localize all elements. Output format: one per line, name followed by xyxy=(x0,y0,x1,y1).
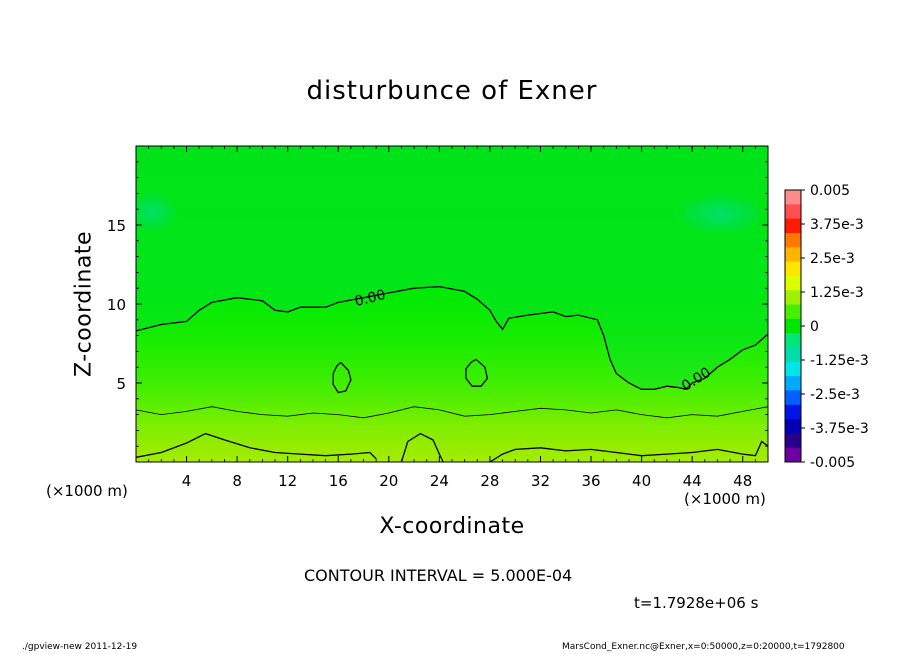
contour-line xyxy=(489,440,768,462)
colorbar-band xyxy=(785,376,801,391)
colorbar-band xyxy=(785,247,801,262)
x-tick-label: 28 xyxy=(480,472,499,490)
x-tick-label: 4 xyxy=(182,472,192,490)
x-tick-label: 44 xyxy=(683,472,702,490)
colorbar-label: -1.25e-3 xyxy=(810,353,869,369)
x-tick-label: 48 xyxy=(733,472,752,490)
x-tick-label: 16 xyxy=(329,472,348,490)
colorbar-label: -0.005 xyxy=(810,455,855,471)
colorbar-label: -2.5e-3 xyxy=(810,387,860,403)
contour-line xyxy=(136,285,768,391)
colorbar-label: 1.25e-3 xyxy=(810,285,864,301)
colorbar-band xyxy=(785,333,801,348)
contour-line xyxy=(136,406,768,419)
colorbar-band xyxy=(785,232,801,248)
x-tick-label: 32 xyxy=(531,472,550,490)
x-unit-label-left: (×1000 m) xyxy=(46,482,128,500)
colorbar-band xyxy=(785,275,801,291)
x-axis-label: X-coordinate xyxy=(379,514,525,539)
colorbar-band xyxy=(785,433,801,449)
contour-line xyxy=(465,358,489,387)
contour-label: 0.00 xyxy=(353,287,387,310)
x-tick-label: 40 xyxy=(632,472,651,490)
colorbar-band xyxy=(785,190,801,205)
colorbar: 0.005 3.75e-3 2.5e-3 1.25e-3 0 -1.25e-3 -2.5e-… xyxy=(784,183,869,471)
colorbar-band xyxy=(785,419,801,434)
colorbar-band xyxy=(785,390,801,406)
field-blob-right xyxy=(668,188,768,240)
colorbar-label: 0 xyxy=(810,319,819,335)
colorbar-band xyxy=(785,304,801,320)
x-tick-label: 20 xyxy=(379,472,398,490)
x-unit-label-right: (×1000 m) xyxy=(684,490,766,508)
field-blob-left xyxy=(136,188,182,236)
colorbar-band xyxy=(785,347,801,363)
plot-background xyxy=(136,146,768,462)
y-tick-label: 15 xyxy=(107,217,126,235)
colorbar-label: 2.5e-3 xyxy=(810,251,855,267)
contour-line xyxy=(332,361,352,394)
colorbar-band xyxy=(785,261,801,277)
y-tick-label: 10 xyxy=(107,296,126,314)
colorbar-label: 0.005 xyxy=(810,183,850,199)
y-tick-label: 5 xyxy=(116,375,126,393)
colorbar-band xyxy=(785,404,801,420)
contour-interval-text: CONTOUR INTERVAL = 5.000E-04 xyxy=(304,566,573,585)
contour-line xyxy=(400,432,444,462)
colorbar-label: -3.75e-3 xyxy=(810,421,869,437)
colorbar-band xyxy=(785,447,801,463)
time-text: t=1.7928e+06 s xyxy=(634,594,759,612)
colorbar-band xyxy=(785,204,801,220)
field-features: 0.000.00 xyxy=(136,146,768,462)
colorbar-band xyxy=(785,290,801,305)
footer-left-text: ./gpview-new 2011-12-19 xyxy=(22,642,138,652)
colorbar-label: 3.75e-3 xyxy=(810,217,864,233)
colorbar-band xyxy=(785,361,801,377)
upper-field-region xyxy=(136,146,768,390)
chart-title: disturbunce of Exner xyxy=(306,76,598,106)
colorbar-band xyxy=(785,218,801,234)
contour-line xyxy=(136,432,377,460)
contour-lines: 0.000.00 xyxy=(136,285,768,462)
x-tick-label: 8 xyxy=(232,472,242,490)
colorbar-band xyxy=(785,318,801,334)
footer-right-text: MarsCond_Exner.nc@Exner,x=0:50000,z=0:20… xyxy=(562,642,845,652)
x-tick-label: 24 xyxy=(430,472,449,490)
x-tick-label: 12 xyxy=(278,472,297,490)
x-tick-label: 36 xyxy=(581,472,600,490)
